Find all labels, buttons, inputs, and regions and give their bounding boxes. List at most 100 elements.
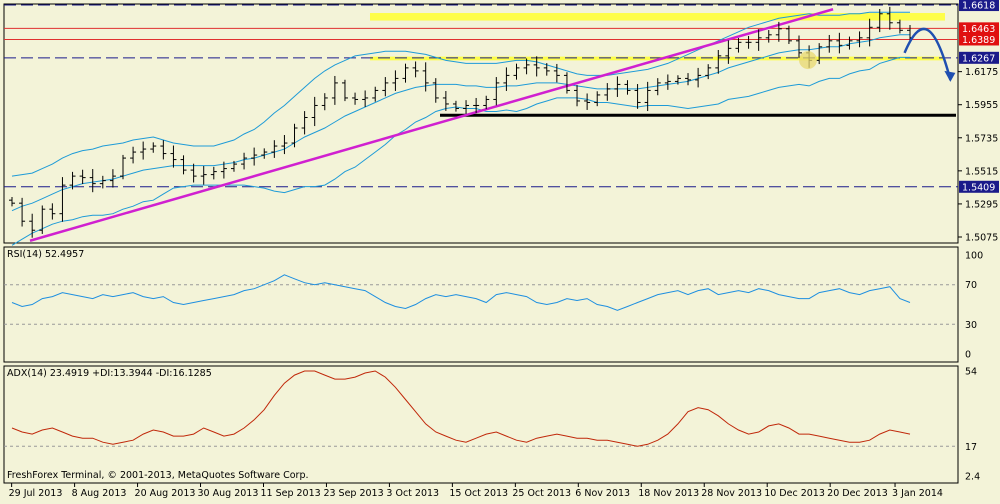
price-label-text: 1.6618 (962, 1, 995, 12)
price-bar (19, 197, 26, 227)
price-bar (533, 56, 540, 77)
price-bar (79, 169, 86, 185)
rsi-line (11, 274, 911, 311)
price-bar (644, 81, 651, 112)
price-bar (99, 175, 106, 189)
price-bar (130, 146, 137, 164)
price-bar (200, 166, 207, 185)
price-bar (543, 63, 550, 76)
price-bar (463, 100, 470, 114)
price-bar (765, 30, 772, 43)
price-bar (230, 160, 237, 172)
price-bar (594, 91, 601, 107)
price-bar (624, 80, 631, 95)
price-bar (473, 97, 480, 113)
price-bar (109, 169, 116, 188)
price-label: 1.6267 (959, 51, 999, 64)
price-bar (59, 177, 66, 222)
price-label-box (959, 33, 999, 46)
price-bar (392, 70, 399, 91)
uptrend-line (29, 8, 834, 242)
price-bar (69, 171, 76, 190)
price-bar (785, 25, 792, 44)
time-axis-label: 18 Nov 2013 (638, 488, 699, 499)
price-bar (432, 78, 439, 103)
price-axis-label: 1.6175 (965, 67, 998, 78)
highlight-marker (799, 51, 817, 70)
price-bar (362, 90, 369, 107)
price-bar (775, 21, 782, 42)
price-bar (705, 64, 712, 80)
forecast-arrowhead (944, 70, 956, 82)
price-bar (816, 43, 823, 65)
price-label-box (959, 180, 999, 193)
price-bar (856, 31, 863, 48)
price-axis-label: 1.5515 (965, 166, 998, 177)
price-bar (685, 73, 692, 86)
price-bar (503, 67, 510, 91)
price-bar (331, 75, 338, 105)
price-axis-label: 1.5295 (965, 199, 998, 210)
price-bar (886, 6, 893, 30)
price-bar (442, 91, 449, 111)
price-label: 1.6463 (959, 22, 999, 35)
price-bar (241, 152, 248, 170)
copyright-text: FreshForex Terminal, © 2001-2013, MetaQu… (7, 470, 309, 481)
price-label: 1.6389 (959, 33, 999, 46)
bollinger-upper-band (11, 11, 910, 177)
time-axis-label: 11 Sep 2013 (260, 488, 320, 499)
price-bar (563, 72, 570, 94)
time-axis-label: 3 Oct 2013 (386, 488, 439, 499)
adx-panel-frame (3, 365, 959, 484)
price-bar (301, 111, 308, 135)
price-bar (180, 155, 187, 175)
price-label-text: 1.6463 (962, 24, 995, 35)
price-bar (664, 74, 671, 90)
price-bar (725, 40, 732, 64)
time-axis-label: 20 Dec 2013 (827, 488, 888, 499)
price-bar (271, 140, 278, 158)
price-panel-frame (3, 3, 959, 244)
adx-axis-label: 2.4 (965, 472, 980, 483)
price-label-text: 1.5409 (962, 182, 995, 193)
price-bar (846, 36, 853, 50)
price-bar (634, 84, 641, 109)
rsi-panel[interactable]: RSI(14) 52.4957 100 70 30 0 (3, 246, 983, 363)
price-bar (9, 197, 15, 207)
price-panel[interactable]: 1.6175 1.5955 1.5735 1.5515 1.5295 1.5075 1.66… (3, 0, 999, 246)
price-bar (553, 63, 560, 83)
price-bar (796, 35, 803, 59)
price-bar (49, 203, 56, 220)
adx-panel[interactable]: ADX(14) 23.4919 +DI:13.3944 -DI:16.1285 … (3, 365, 980, 484)
adx-title: ADX(14) 23.4919 +DI:13.3944 -DI:16.1285 (7, 368, 212, 379)
price-bar (755, 29, 762, 51)
price-bar (412, 61, 419, 78)
price-bar (119, 154, 126, 180)
price-bar (523, 58, 530, 75)
price-bar (210, 166, 217, 180)
price-bar (261, 148, 268, 159)
price-bar (372, 86, 379, 102)
rsi-axis-label: 100 (965, 251, 983, 262)
time-axis-label: 20 Aug 2013 (135, 488, 196, 499)
time-axis-label: 3 Jan 2014 (892, 488, 943, 499)
adx-line (11, 370, 911, 447)
price-bar (170, 145, 177, 168)
forecast-arrow (903, 27, 952, 81)
price-bar (604, 83, 611, 101)
price-label-box (959, 22, 999, 35)
price-bar (89, 169, 96, 193)
price-axis-label: 1.5735 (965, 133, 998, 144)
time-axis-label: 10 Dec 2013 (764, 488, 825, 499)
price-bar (291, 123, 298, 148)
price-bar (402, 63, 409, 83)
rsi-panel-frame (3, 246, 959, 363)
time-axis-label: 8 Aug 2013 (72, 488, 127, 499)
price-bar (614, 76, 621, 97)
time-axis-label: 29 Jul 2013 (9, 488, 63, 499)
rsi-axis-label: 0 (965, 350, 971, 361)
price-bar (140, 141, 147, 160)
price-label: 1.5409 (959, 180, 999, 193)
